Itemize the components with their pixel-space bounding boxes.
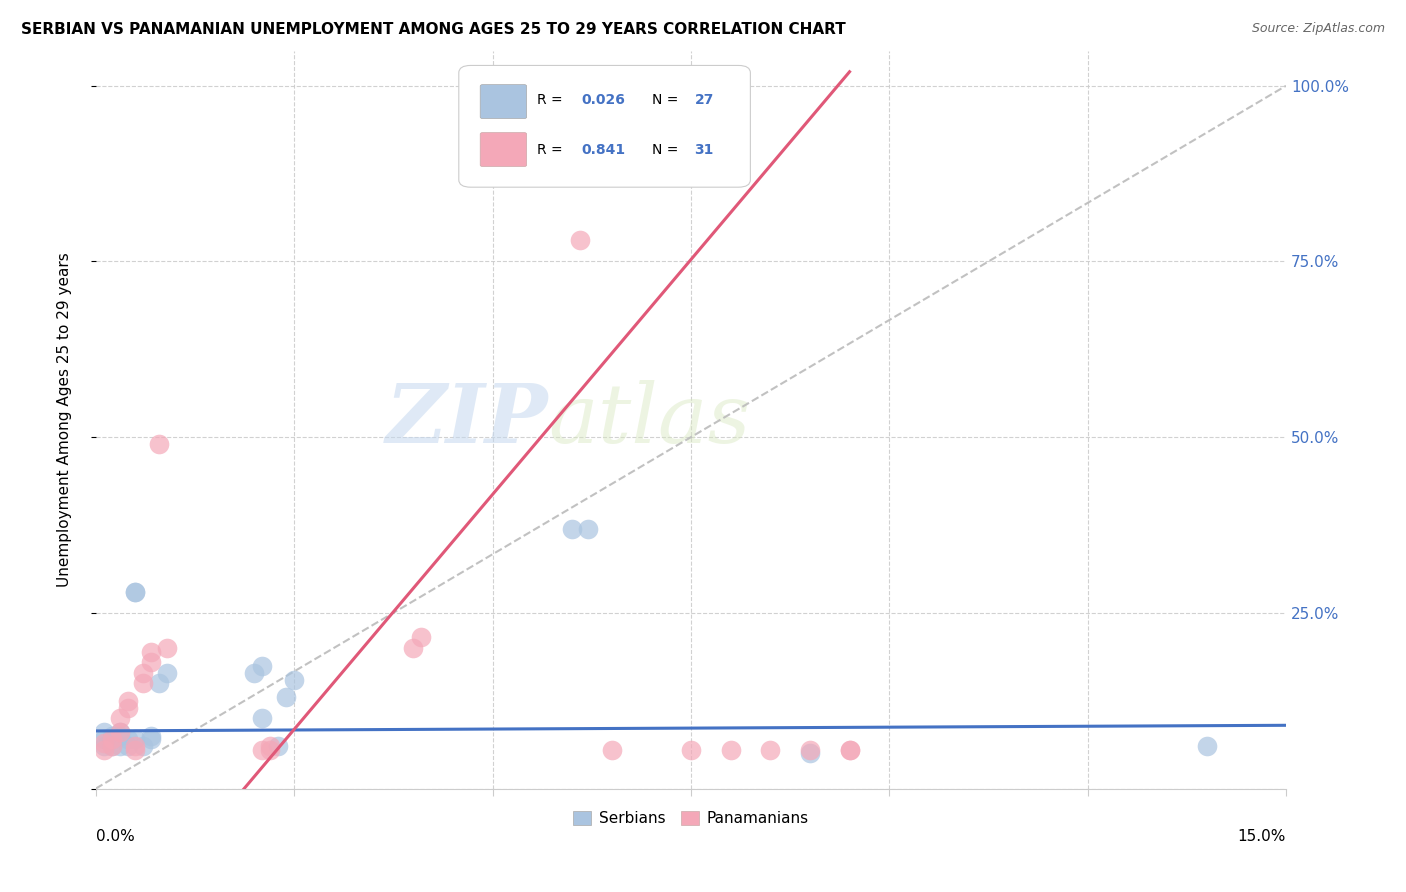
Point (148, 437, 170, 451)
Point (108, 739, 131, 754)
Point (132, 676, 155, 690)
Text: N =: N = (651, 93, 682, 107)
Point (267, 739, 290, 754)
Text: R =: R = (537, 144, 568, 157)
Point (156, 640, 179, 655)
Point (132, 665, 155, 680)
Text: N =: N = (651, 144, 682, 157)
Point (93, 743, 115, 757)
Point (100, 739, 122, 754)
Point (148, 676, 170, 690)
Point (799, 743, 821, 757)
Point (141, 644, 163, 658)
Point (117, 739, 139, 754)
Text: 0.026: 0.026 (581, 93, 626, 107)
Text: ZIP: ZIP (385, 380, 548, 459)
Point (108, 725, 131, 739)
Point (93, 736, 115, 750)
Point (117, 700, 139, 714)
Point (108, 711, 131, 725)
Point (124, 732, 146, 747)
Point (132, 739, 155, 754)
Point (124, 743, 146, 757)
Point (568, 78, 591, 93)
Point (93, 732, 115, 747)
Point (124, 584, 146, 599)
Point (117, 694, 139, 708)
Text: SERBIAN VS PANAMANIAN UNEMPLOYMENT AMONG AGES 25 TO 29 YEARS CORRELATION CHART: SERBIAN VS PANAMANIAN UNEMPLOYMENT AMONG… (21, 22, 846, 37)
Point (124, 739, 146, 754)
Text: R =: R = (537, 93, 568, 107)
Point (259, 743, 281, 757)
Point (1195, 739, 1218, 754)
Text: 31: 31 (695, 144, 714, 157)
Point (141, 655, 163, 669)
Point (252, 658, 274, 673)
Point (100, 739, 122, 754)
Point (568, 234, 591, 248)
Point (561, 522, 583, 536)
Point (243, 665, 266, 680)
Y-axis label: Unemployment Among Ages 25 to 29 years: Unemployment Among Ages 25 to 29 years (58, 252, 72, 587)
Point (156, 665, 179, 680)
Point (100, 729, 122, 743)
Point (252, 743, 274, 757)
FancyBboxPatch shape (458, 65, 751, 187)
FancyBboxPatch shape (481, 133, 527, 167)
Point (108, 729, 131, 743)
Point (259, 739, 281, 754)
Point (117, 732, 139, 747)
Text: 0.841: 0.841 (581, 144, 626, 157)
Text: 0.0%: 0.0% (96, 830, 135, 844)
Point (93, 725, 115, 739)
Point (283, 673, 305, 687)
Text: atlas: atlas (548, 380, 751, 459)
Point (759, 743, 782, 757)
Point (600, 743, 623, 757)
Point (141, 732, 163, 747)
Point (402, 640, 425, 655)
Point (100, 732, 122, 747)
Point (108, 725, 131, 739)
Point (838, 743, 860, 757)
Point (561, 86, 583, 100)
FancyBboxPatch shape (481, 85, 527, 119)
Point (252, 711, 274, 725)
Point (838, 743, 860, 757)
Text: Source: ZipAtlas.com: Source: ZipAtlas.com (1251, 22, 1385, 36)
Point (141, 729, 163, 743)
Point (93, 739, 115, 754)
Point (799, 747, 821, 761)
Point (679, 743, 702, 757)
Point (411, 631, 433, 645)
Point (276, 690, 298, 705)
Point (100, 732, 122, 747)
Point (124, 584, 146, 599)
Point (576, 522, 599, 536)
Text: 15.0%: 15.0% (1237, 830, 1286, 844)
Legend: Serbians, Panamanians: Serbians, Panamanians (567, 805, 815, 832)
Point (720, 743, 742, 757)
Text: 27: 27 (695, 93, 714, 107)
